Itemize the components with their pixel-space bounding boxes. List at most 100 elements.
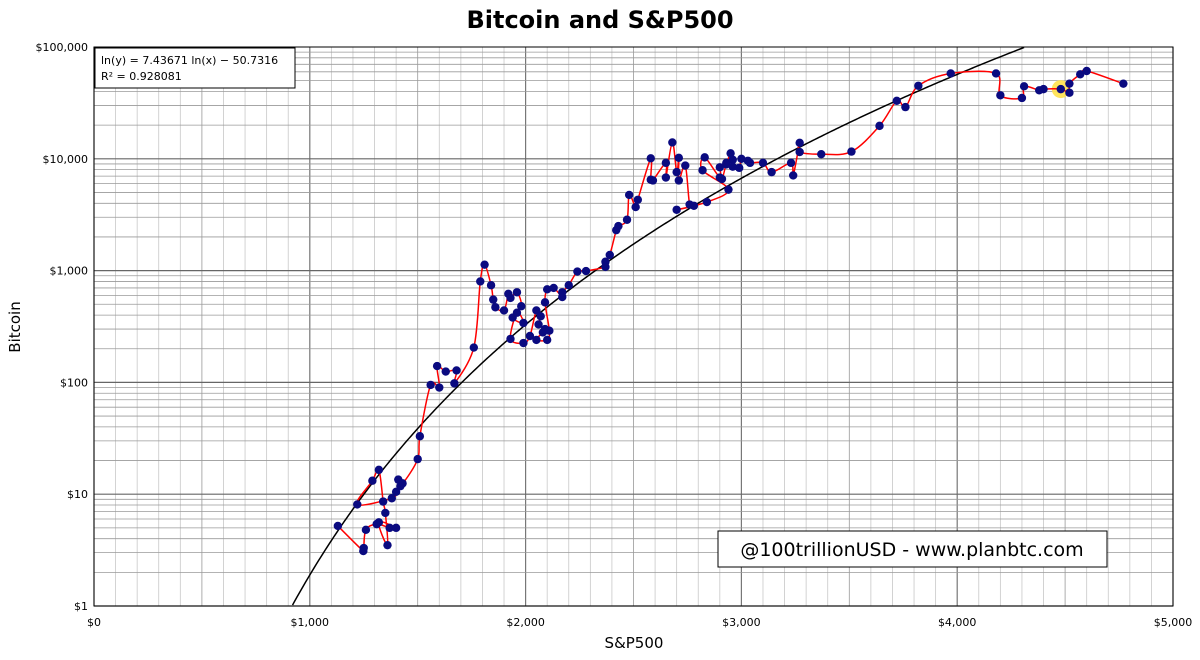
y-tick-label: $100: [60, 376, 88, 389]
regression-r-squared: R² = 0.928081: [101, 70, 182, 83]
data-point: [1119, 79, 1128, 88]
data-point: [432, 361, 442, 371]
data-point: [668, 138, 677, 147]
data-point: [542, 285, 552, 294]
data-point: [450, 379, 459, 388]
data-point: [601, 257, 610, 266]
data-point: [549, 283, 558, 293]
data-point: [573, 267, 582, 276]
data-point: [1065, 88, 1074, 97]
data-point: [374, 465, 384, 475]
y-tick-label: $1: [74, 600, 88, 613]
data-point: [506, 334, 515, 344]
data-point: [702, 197, 712, 207]
data-point: [476, 277, 485, 286]
data-point: [875, 121, 884, 131]
x-tick-label: $0: [87, 616, 101, 629]
data-point: [385, 523, 394, 533]
data-point: [512, 288, 522, 297]
data-point: [737, 154, 746, 163]
y-tick-label: $10: [67, 488, 88, 501]
data-point: [745, 158, 755, 168]
data-point: [534, 320, 543, 329]
data-point: [892, 96, 901, 106]
data-point: [532, 306, 541, 315]
data-point: [648, 176, 658, 185]
data-point: [1065, 79, 1074, 88]
data-point: [795, 138, 804, 148]
data-point: [383, 540, 392, 550]
regression-legend: ln(y) = 7.43671 ln(x) − 50.7316 R² = 0.9…: [94, 47, 296, 89]
data-point: [674, 176, 684, 185]
data-point: [353, 500, 362, 509]
data-point: [361, 525, 371, 535]
data-point: [469, 343, 479, 352]
data-point: [545, 326, 554, 335]
data-point: [378, 497, 388, 506]
data-point: [558, 288, 567, 297]
data-point: [698, 166, 707, 175]
data-point: [715, 163, 725, 172]
data-point: [441, 367, 450, 376]
data-point: [532, 335, 541, 345]
data-point: [564, 281, 573, 290]
data-point: [661, 158, 671, 168]
data-point: [728, 155, 737, 164]
data-point: [795, 147, 804, 157]
x-tick-label: $3,000: [722, 616, 761, 629]
regression-curve: [291, 46, 1025, 606]
data-point: [1082, 66, 1091, 76]
data-point: [435, 383, 444, 392]
x-tick-label: $5,000: [1154, 616, 1193, 629]
y-tick-label: $100,000: [36, 41, 89, 54]
x-axis-ticks: $0 $1,000 $2,000 $3,000 $4,000 $5,000: [87, 616, 1192, 629]
data-point: [847, 147, 856, 156]
data-point: [398, 479, 407, 488]
data-point: [767, 167, 776, 177]
data-point: [512, 308, 522, 317]
data-point: [672, 205, 681, 214]
data-point: [381, 508, 390, 518]
data-point: [817, 149, 826, 159]
data-point: [914, 81, 923, 90]
credit-box-frame: [717, 530, 1108, 568]
data-point: [689, 201, 699, 210]
data-point: [614, 221, 623, 231]
regression-legend-box: [94, 47, 296, 89]
data-point: [538, 328, 548, 337]
data-point: [1017, 93, 1027, 103]
plot-border: [93, 46, 1174, 607]
data-point: [581, 266, 591, 276]
data-point: [681, 161, 690, 170]
data-point: [359, 543, 368, 553]
data-point: [724, 185, 733, 194]
data-point: [946, 69, 955, 78]
data-point: [333, 521, 343, 531]
x-axis-label: S&P500: [605, 634, 664, 652]
x-tick-label: $2,000: [506, 616, 545, 629]
data-point: [661, 173, 671, 182]
data-point: [728, 162, 737, 171]
data-point: [726, 149, 735, 158]
data-point: [452, 366, 461, 375]
y-axis-label: Bitcoin: [6, 301, 24, 352]
data-point: [499, 306, 509, 315]
data-point: [1076, 70, 1085, 79]
data-point: [735, 163, 744, 173]
data-point: [413, 454, 422, 464]
data-point: [391, 523, 401, 533]
plot-area: [291, 46, 1128, 606]
data-point: [1039, 84, 1048, 94]
data-point: [996, 91, 1005, 100]
data-point: [788, 171, 798, 180]
y-tick-label: $1,000: [50, 265, 89, 278]
data-point: [525, 331, 535, 341]
credit-box: @100trillionUSD - www.planbtc.com: [717, 530, 1108, 568]
data-points: [333, 66, 1128, 556]
data-point: [674, 153, 684, 163]
data-point: [517, 302, 526, 311]
data-point: [722, 160, 731, 169]
data-point: [480, 260, 489, 269]
data-point: [786, 158, 796, 168]
